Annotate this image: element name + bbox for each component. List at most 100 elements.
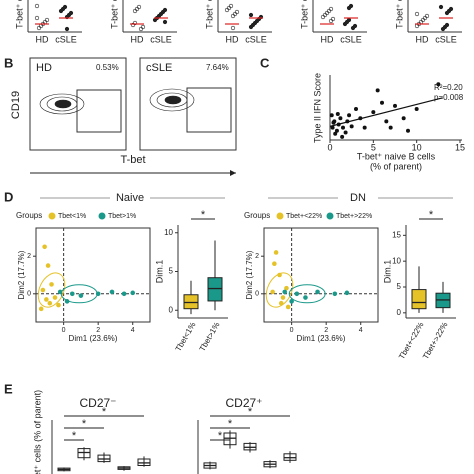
point (52, 295, 58, 300)
point (354, 107, 358, 111)
legend-label: Tbet+<22% (286, 213, 322, 220)
panel-label: B (4, 55, 13, 70)
dot (132, 20, 138, 26)
gate (186, 87, 232, 133)
x-tick-label: 4 (131, 327, 135, 334)
point (341, 125, 345, 130)
x-tick-label: cSLE (340, 34, 362, 44)
point (282, 289, 288, 295)
point (393, 103, 397, 108)
legend-swatch (48, 212, 56, 220)
y-tick-label: 2 (255, 253, 259, 260)
y-label: T-bet⁺ cells (14, 0, 24, 29)
point (69, 291, 75, 297)
point (384, 119, 389, 124)
x-tick-label: HD (226, 34, 239, 44)
arrow-head (230, 170, 236, 176)
flow-plot (139, 57, 237, 151)
y-label: T-bet⁺ cells (204, 0, 214, 29)
point (388, 125, 393, 130)
point (272, 261, 277, 267)
section-title: DN (350, 192, 366, 204)
dot (140, 24, 146, 30)
point (315, 289, 320, 295)
x-label: T-bet (120, 154, 145, 166)
panel-label: C (260, 55, 270, 70)
point (284, 285, 289, 291)
dot (248, 12, 254, 18)
dot (418, 19, 424, 25)
point (332, 291, 338, 297)
x-tick-label: 0 (290, 327, 294, 334)
dot (34, 3, 40, 9)
point (349, 124, 354, 129)
x-tick-label: HD (131, 34, 144, 44)
dot (162, 19, 168, 25)
x-tick-label: 0 (62, 327, 66, 334)
x-tick-label: Tbet+>22% (421, 321, 449, 361)
y-tick-label: 5 (169, 267, 174, 276)
point (330, 125, 335, 130)
significance: * (429, 209, 434, 221)
point (343, 130, 348, 135)
dot (138, 26, 144, 32)
point (95, 291, 101, 297)
dot (328, 6, 334, 12)
dot (234, 9, 240, 15)
x-tick-label: 10 (412, 142, 422, 152)
point (49, 282, 54, 287)
ellipse (265, 272, 294, 308)
x-tick-label: Tbet<1% (174, 321, 198, 353)
dot (422, 15, 428, 21)
y-label: T-bet⁺ cells (% of parent) (32, 390, 42, 474)
x-tick-label: Tbet>1% (198, 321, 222, 353)
trend-line (329, 97, 443, 127)
dot (322, 12, 328, 18)
x-tick-label: cSLE (150, 34, 172, 44)
legend-swatch (98, 212, 106, 220)
significance: * (201, 209, 206, 221)
significance: * (218, 430, 223, 442)
dot (42, 19, 48, 25)
point (47, 300, 53, 306)
point (340, 134, 345, 139)
x-tick-label: cSLE (55, 34, 77, 44)
plot-title: HD (36, 62, 52, 74)
point (335, 111, 340, 116)
point (280, 295, 286, 300)
dot (352, 23, 358, 29)
point (57, 289, 63, 295)
y-label: Dim.1 (154, 260, 164, 284)
point (414, 107, 419, 111)
y-tick-label: 2 (27, 253, 31, 260)
point (38, 306, 44, 312)
x-tick-label: cSLE (435, 34, 457, 44)
point (406, 128, 410, 133)
dot (134, 6, 140, 12)
dot (320, 14, 326, 20)
point (401, 116, 406, 121)
y-label: Dim2 (17.7%) (245, 250, 254, 299)
y-label: T-bet⁺ cells (394, 0, 404, 29)
significance: * (248, 406, 253, 418)
dot (438, 4, 444, 10)
gate (76, 89, 122, 133)
y-label: Type II IFN Score (312, 73, 322, 143)
ellipse (288, 284, 326, 304)
point (344, 290, 350, 296)
dot (132, 8, 138, 14)
point (362, 125, 367, 130)
dot (346, 17, 352, 23)
legend-swatch (276, 212, 284, 220)
x-tick-label: 2 (96, 327, 100, 334)
y-tick-label: 10 (392, 256, 401, 265)
dot (62, 4, 68, 10)
x-tick-label: 15 (455, 142, 465, 152)
point (278, 300, 284, 306)
y-label: Dim.1 (382, 260, 392, 284)
dot (136, 4, 142, 10)
point (347, 113, 352, 118)
p-value: p=0.008 (434, 93, 464, 102)
point (371, 110, 376, 115)
